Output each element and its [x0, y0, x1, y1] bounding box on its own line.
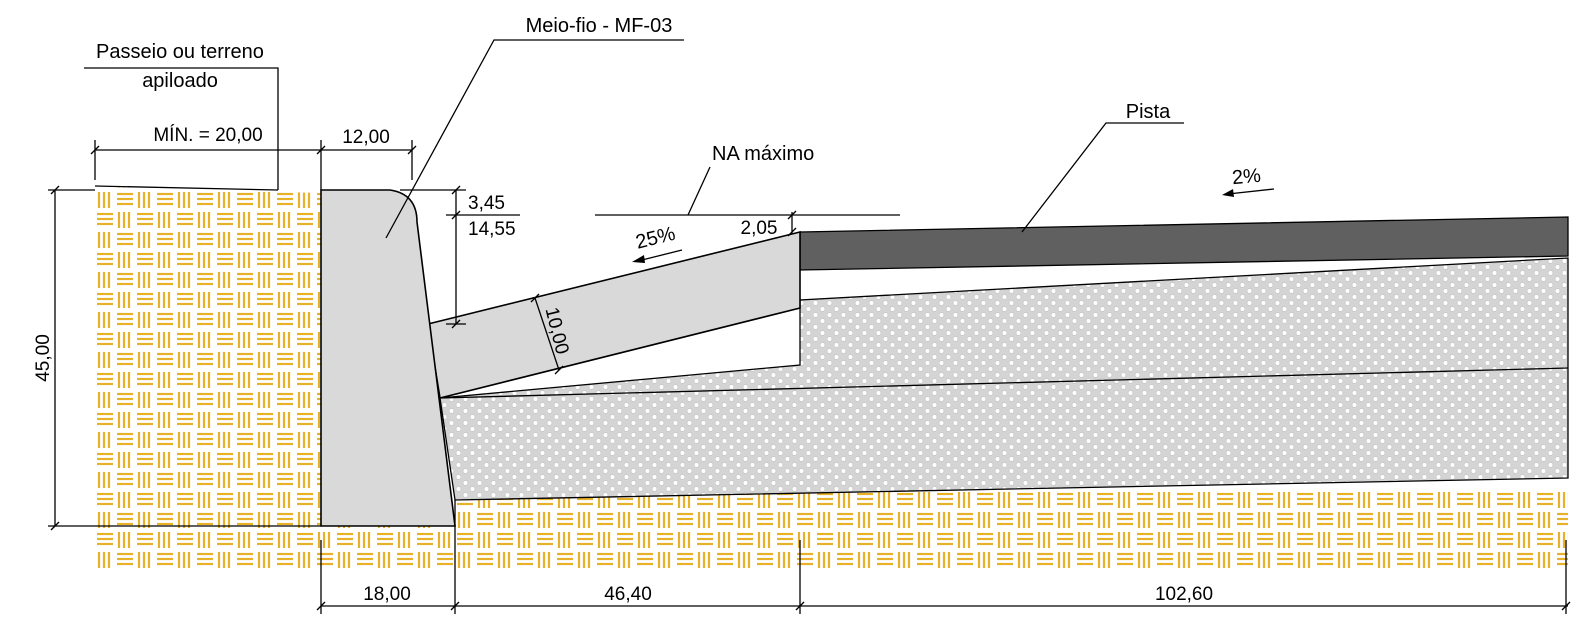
slope-pista-arrowhead	[1222, 189, 1234, 197]
gravel-layer-divider	[439, 367, 1569, 399]
passeio-label-line2: apiloado	[142, 70, 218, 92]
left-height-dimension	[48, 185, 321, 531]
slope-gutter-label: 25%	[633, 223, 677, 254]
top-dimension-chain	[90, 140, 417, 190]
slope-pista-label: 2%	[1231, 165, 1262, 189]
curb-meio-fio	[320, 189, 456, 527]
passeio-leader	[84, 67, 279, 190]
dim-curb-exposed: 14,55	[468, 219, 516, 240]
slope-pista-group: 2%	[1231, 165, 1262, 189]
na-maximo-leader	[687, 166, 711, 216]
passeio-label-line1: Passeio ou terreno	[96, 41, 264, 63]
slope-gutter-group: 25%	[633, 223, 677, 254]
dim-min-width: MÍN. = 20,00	[153, 125, 262, 146]
na-maximo-label: NA máximo	[712, 143, 814, 165]
slope-gutter-arrowhead	[632, 255, 645, 263]
dim-top-width: 12,00	[342, 127, 390, 148]
slope-pista-arrow-line	[1227, 188, 1275, 195]
dim-gutter-step: 2,05	[741, 218, 778, 239]
compacted-soil	[95, 187, 1568, 570]
soil-sidewalk-zone	[95, 187, 321, 526]
dim-total-height: 45,00	[33, 334, 54, 382]
meio-fio-label: Meio-fio - MF-03	[526, 15, 673, 37]
asphalt-pista	[799, 216, 1569, 271]
sidewalk-surface-line	[94, 185, 279, 191]
bottom-dimension-chain	[316, 526, 1571, 614]
pista-leader	[1021, 122, 1184, 233]
dim-gutter-width: 46,40	[604, 584, 652, 605]
gutter-step-dimension	[787, 210, 797, 237]
dim-curb-top-drop: 3,45	[468, 193, 505, 214]
curb-vertical-dimension	[400, 185, 520, 329]
dim-base-curb: 18,00	[363, 584, 411, 605]
pista-label: Pista	[1126, 101, 1171, 123]
meio-fio-leader	[385, 39, 684, 239]
dim-pista-width: 102,60	[1155, 584, 1213, 605]
slope-gutter-arrow-line	[637, 249, 683, 262]
gutter-thickness-dimension	[530, 293, 564, 375]
